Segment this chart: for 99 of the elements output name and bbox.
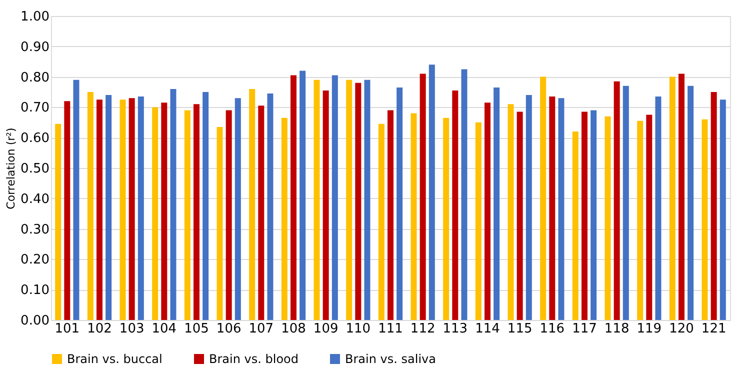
bar [710, 92, 717, 320]
x-tick-label: 117 [572, 322, 597, 336]
legend-label: Brain vs. buccal [67, 352, 162, 366]
bar [216, 126, 223, 320]
x-tick-label: 102 [87, 322, 112, 336]
bar [526, 95, 532, 320]
bar [582, 112, 588, 320]
bar [332, 75, 338, 320]
bar [234, 98, 241, 320]
bar [484, 102, 490, 320]
legend-label: Brain vs. blood [209, 352, 299, 366]
bar [549, 96, 556, 320]
bar [73, 80, 80, 320]
x-tick-label: 104 [152, 322, 177, 336]
bar [152, 107, 158, 320]
bar [346, 80, 352, 320]
bar [120, 100, 126, 320]
y-axis-title: Correlation (r²) [4, 128, 18, 210]
x-tick-label: 101 [54, 322, 80, 336]
bar [322, 90, 329, 320]
bar [96, 100, 102, 320]
x-tick-label: 108 [281, 322, 306, 336]
bar [637, 120, 644, 320]
bar [378, 124, 384, 320]
bar [443, 118, 450, 320]
y-tick-label: 1.00 [20, 10, 50, 24]
x-tick-label: 107 [248, 322, 274, 336]
bar [138, 96, 144, 320]
bar [516, 112, 523, 320]
bar [170, 88, 176, 320]
x-tick-label: 120 [669, 322, 694, 336]
bar [226, 110, 232, 320]
bar [720, 100, 726, 320]
bar [267, 94, 274, 320]
y-tick-label: 0.00 [20, 314, 50, 328]
x-tick-label: 103 [119, 322, 144, 336]
x-tick-label: 106 [216, 322, 242, 336]
bar [202, 92, 209, 320]
bar [508, 104, 514, 320]
bar [622, 86, 629, 320]
y-tick-label: 0.80 [20, 70, 50, 86]
bar [540, 76, 546, 320]
x-tick-label: 114 [475, 322, 500, 336]
bar [688, 86, 694, 320]
bar [590, 110, 597, 320]
bar [258, 106, 264, 320]
bar [646, 114, 652, 320]
bar [364, 80, 370, 320]
x-tick-label: 121 [701, 322, 726, 336]
x-tick-label: 113 [442, 322, 468, 336]
x-tick-label: 112 [410, 322, 436, 336]
bar [161, 102, 168, 320]
bar [428, 64, 435, 320]
y-tick-label: 0.60 [20, 131, 50, 146]
x-tick-label: 105 [184, 322, 209, 336]
x-tick-label: 110 [346, 322, 371, 336]
bar [194, 104, 200, 320]
bar [475, 122, 482, 320]
bar [604, 116, 611, 320]
bar [314, 80, 320, 320]
bar [669, 76, 676, 320]
y-tick-label: 0.20 [20, 252, 50, 268]
bar [494, 87, 500, 320]
bar [388, 110, 394, 320]
x-tick-label: 119 [636, 322, 662, 336]
bar [678, 74, 684, 320]
y-tick-label: 0.30 [20, 222, 50, 238]
bar [87, 92, 94, 320]
bar [55, 124, 62, 320]
bar [461, 69, 468, 320]
bar [290, 75, 296, 320]
y-tick-label: 0.40 [20, 192, 50, 207]
bar [572, 132, 578, 320]
y-tick-label: 0.50 [20, 162, 50, 176]
bar [64, 101, 70, 320]
x-tick-label: 111 [378, 322, 403, 336]
bar [300, 70, 306, 320]
bar [128, 98, 135, 320]
bar [184, 110, 190, 320]
x-tick-label: 118 [604, 322, 630, 336]
y-tick-label: 0.70 [20, 100, 50, 116]
bar [420, 74, 426, 320]
bar [106, 95, 112, 320]
bar [614, 81, 620, 320]
bar [396, 87, 403, 320]
legend-label: Brain vs. saliva [345, 352, 436, 366]
y-tick-label: 0.10 [20, 283, 50, 298]
x-tick-label: 109 [313, 322, 338, 336]
x-tick-label: 115 [507, 322, 532, 336]
bar [410, 113, 417, 320]
bar [355, 82, 362, 320]
bar [655, 96, 662, 320]
bar [558, 98, 564, 320]
bar [281, 118, 288, 320]
bar [702, 119, 708, 320]
bar [249, 88, 256, 320]
y-tick-label: 0.90 [20, 40, 50, 55]
x-tick-label: 116 [540, 322, 565, 336]
bar [452, 90, 458, 320]
